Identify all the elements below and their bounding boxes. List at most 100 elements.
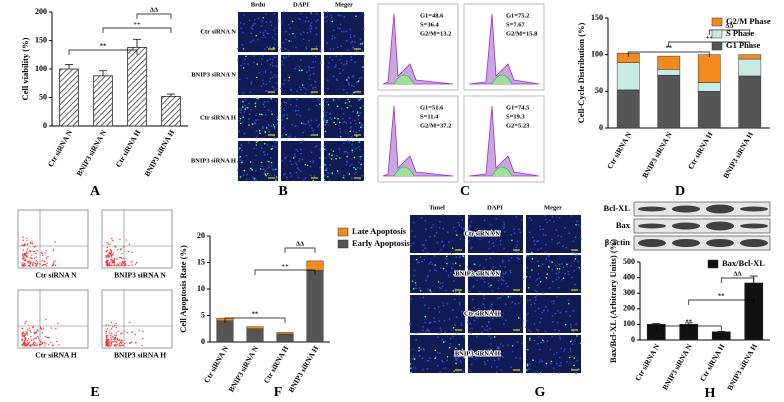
nucleus — [422, 296, 425, 299]
nucleus — [431, 263, 434, 266]
event — [109, 252, 111, 255]
event — [129, 342, 131, 345]
nucleus — [319, 62, 322, 65]
stain — [251, 123, 254, 125]
blot — [633, 218, 771, 234]
nucleus — [350, 177, 353, 179]
stain — [356, 111, 359, 113]
nucleus — [542, 309, 545, 312]
stain — [285, 133, 287, 136]
stain — [270, 98, 273, 100]
event — [134, 263, 136, 265]
event — [43, 261, 45, 263]
nucleus — [489, 257, 492, 260]
nucleus — [496, 365, 498, 368]
nucleus — [243, 23, 246, 25]
nucleus — [503, 323, 505, 325]
nucleus — [479, 290, 481, 293]
event — [32, 263, 34, 265]
nucleus — [496, 231, 498, 234]
nucleus — [308, 39, 310, 42]
event — [39, 263, 41, 265]
cycle-value: S=7.67 — [506, 21, 525, 28]
stain — [456, 234, 458, 236]
nucleus — [438, 220, 441, 223]
nucleus — [357, 90, 360, 92]
nucleus — [342, 142, 345, 145]
nucleus — [298, 86, 301, 89]
nucleus — [483, 281, 486, 283]
event — [113, 338, 115, 341]
nucleus — [577, 223, 580, 226]
nucleus — [266, 153, 269, 156]
x-tick-label: BNIP3 siRNA H — [286, 344, 320, 394]
nucleus — [499, 265, 502, 267]
nucleus — [537, 342, 539, 345]
nucleus — [354, 41, 356, 44]
nucleus — [314, 146, 317, 148]
event — [43, 342, 45, 344]
event — [112, 326, 114, 328]
stain — [248, 124, 250, 126]
event — [108, 332, 111, 335]
nucleus — [237, 59, 239, 62]
nucleus — [314, 60, 317, 63]
nucleus — [497, 345, 499, 348]
nucleus — [567, 270, 570, 273]
stain — [298, 69, 301, 72]
stain — [532, 359, 534, 361]
nucleus — [570, 368, 573, 370]
stain — [495, 233, 497, 236]
event — [120, 341, 122, 343]
nucleus — [573, 269, 576, 272]
band — [638, 239, 666, 247]
nucleus — [285, 101, 288, 104]
nucleus — [421, 368, 424, 371]
event — [105, 324, 107, 326]
nucleus — [488, 335, 490, 337]
nucleus — [504, 265, 507, 268]
nucleus — [544, 214, 546, 217]
nucleus — [298, 160, 301, 162]
nucleus — [562, 266, 565, 269]
nucleus — [237, 160, 239, 163]
event — [36, 263, 38, 265]
nucleus — [419, 331, 421, 334]
nucleus — [317, 97, 319, 100]
nucleus — [486, 325, 489, 327]
nucleus — [275, 76, 278, 78]
nucleus — [350, 163, 353, 166]
nucleus — [273, 56, 276, 59]
nucleus — [426, 251, 429, 254]
event — [110, 259, 113, 261]
nucleus — [474, 354, 477, 357]
stain — [564, 323, 567, 326]
nucleus — [309, 124, 311, 127]
event — [58, 344, 60, 346]
nucleus — [415, 284, 417, 287]
nucleus — [436, 364, 439, 367]
nucleus — [255, 154, 257, 157]
nucleus — [336, 79, 339, 82]
nucleus — [284, 172, 287, 175]
nucleus — [510, 233, 513, 236]
nucleus — [576, 359, 579, 362]
event — [110, 250, 112, 253]
event — [110, 251, 112, 254]
nucleus — [475, 357, 478, 360]
event — [106, 259, 109, 262]
nucleus — [352, 110, 354, 113]
nucleus — [558, 356, 561, 359]
nucleus — [282, 83, 285, 85]
event — [28, 259, 30, 262]
nucleus — [263, 105, 266, 108]
row-label: BNIP3 siRNA N — [191, 71, 236, 78]
event — [111, 259, 114, 261]
event — [113, 341, 115, 343]
nucleus — [324, 114, 327, 117]
nucleus — [340, 45, 343, 48]
nucleus — [324, 123, 327, 126]
nucleus — [299, 58, 302, 61]
row-label: Ctr siRNA N — [200, 28, 236, 35]
nucleus — [238, 78, 241, 81]
